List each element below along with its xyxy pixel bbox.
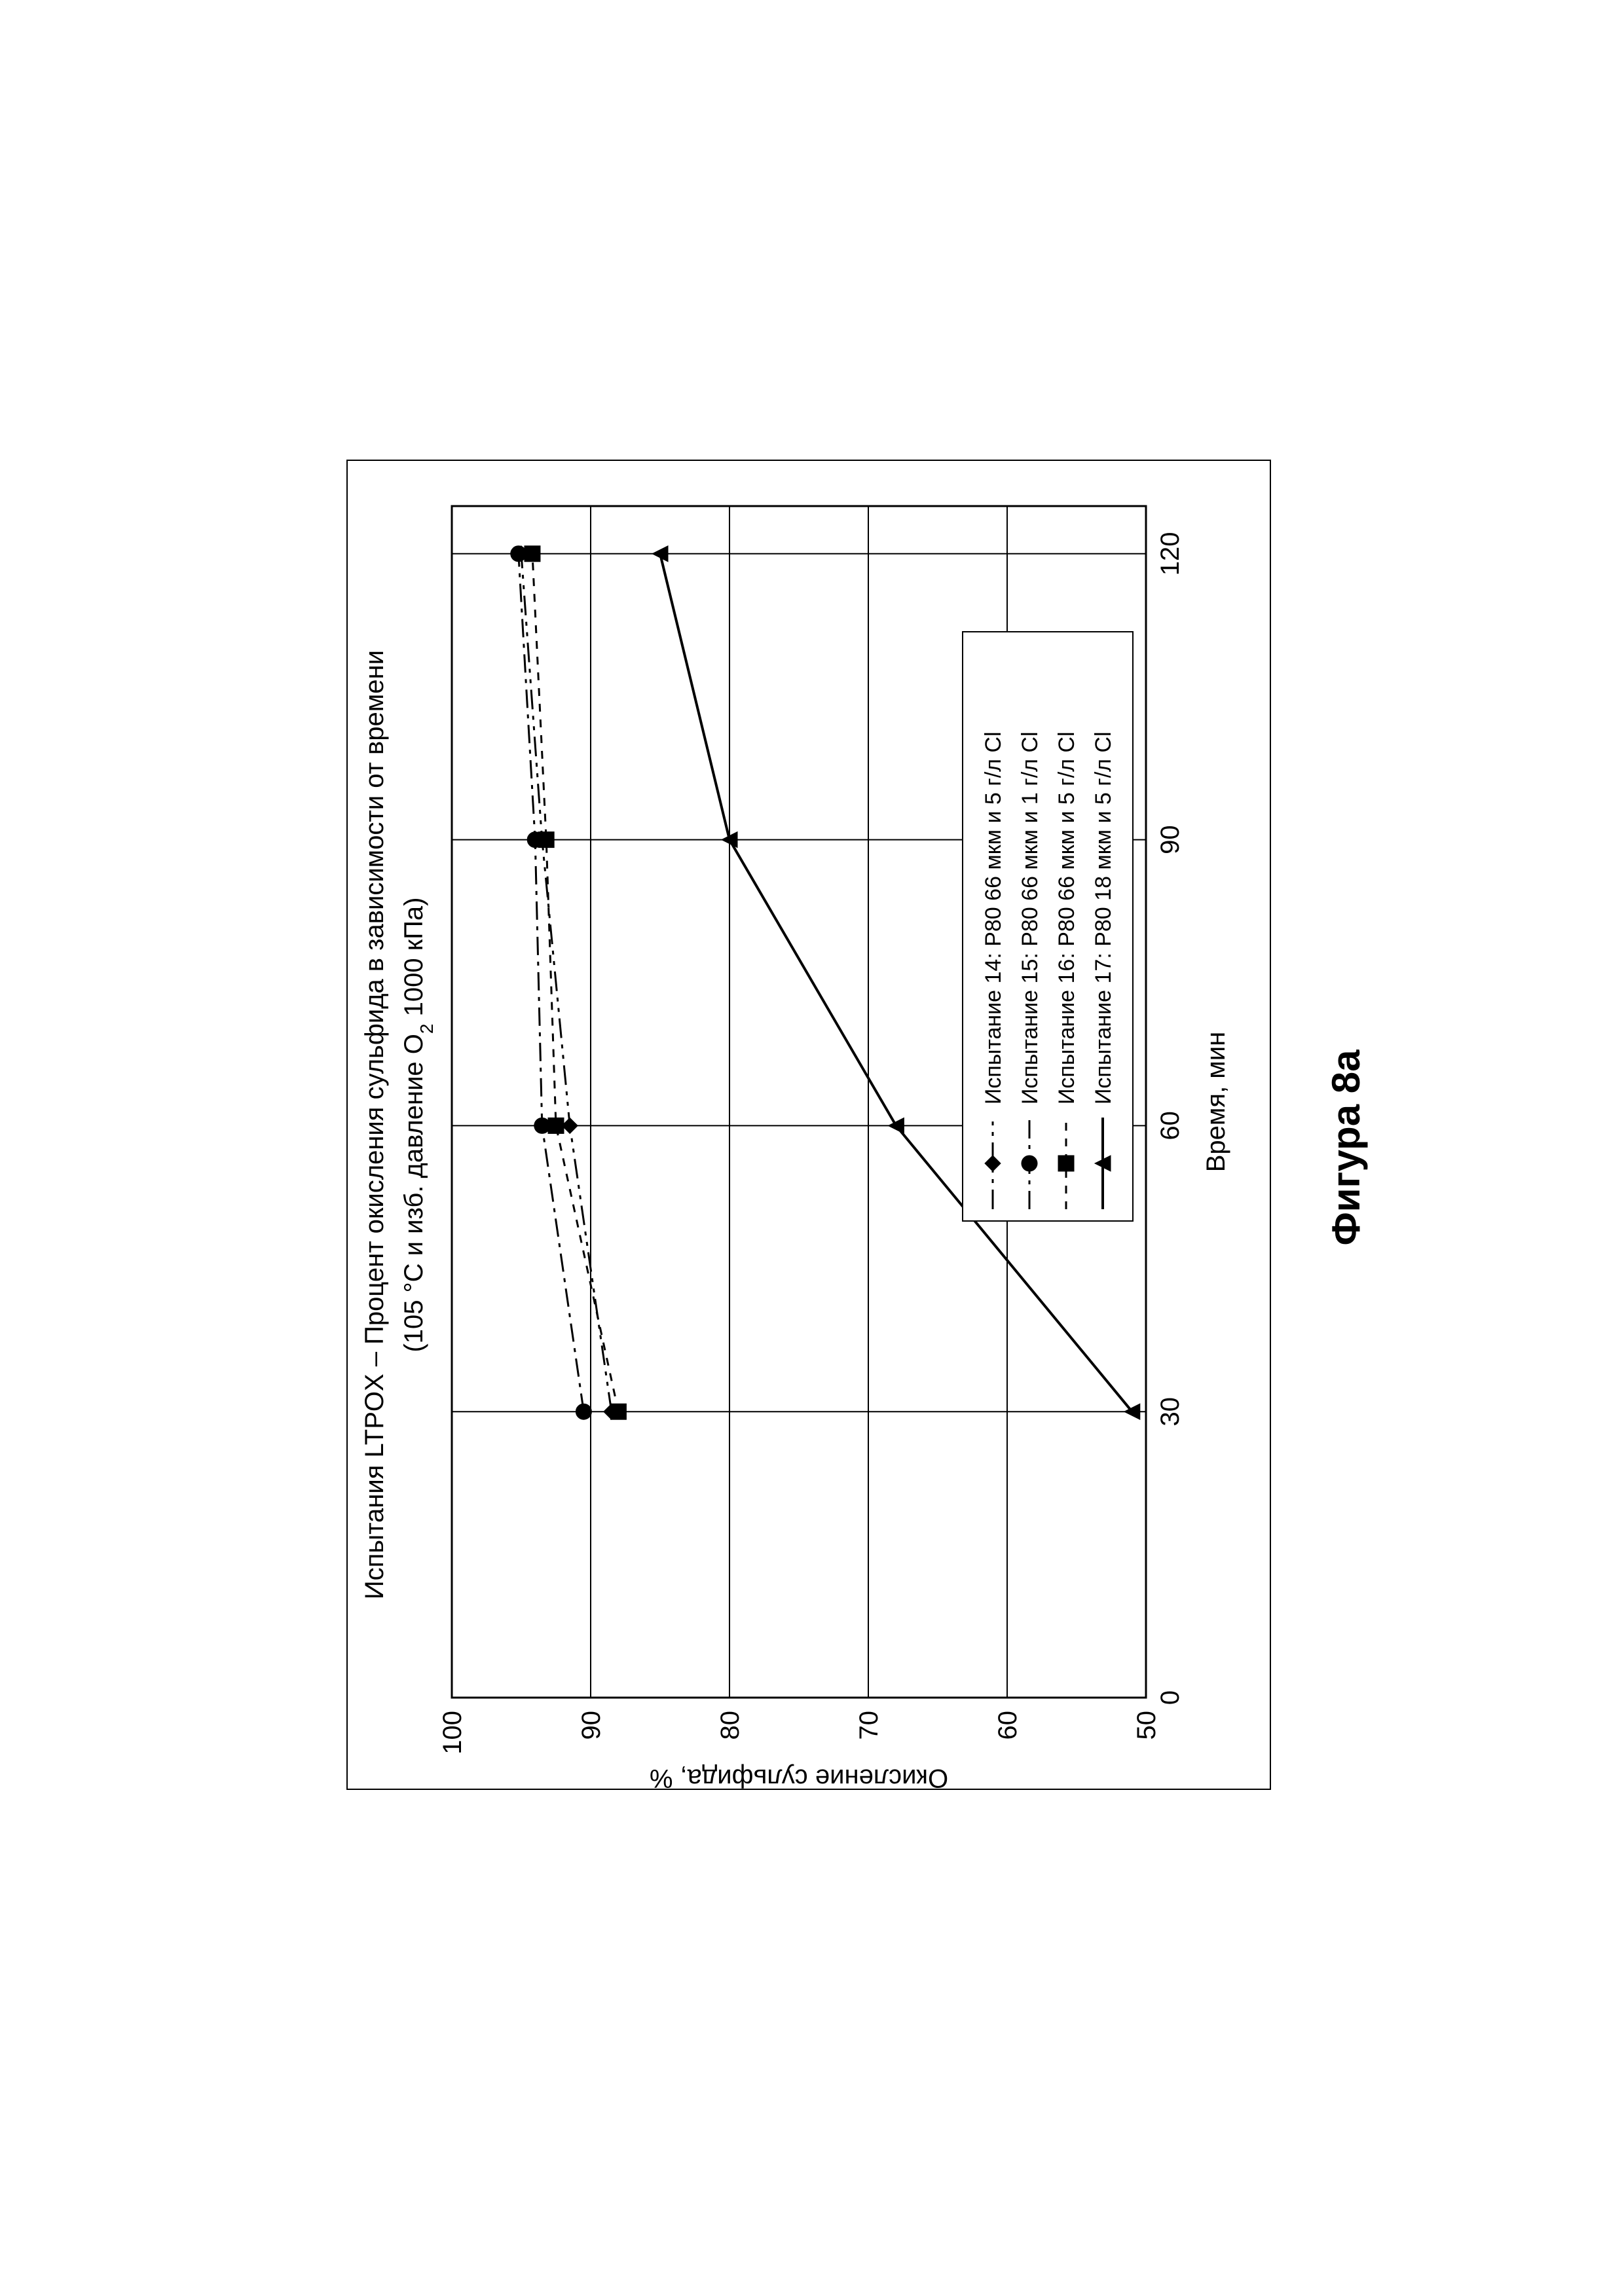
- figure-caption: Фигура 8а: [1323, 1049, 1369, 1245]
- page: Испытания LTPOX – Процент окисления суль…: [0, 0, 1624, 2296]
- y-tick-label: 80: [716, 1711, 745, 1740]
- legend-label: Испытание 16: P80 66 мкм и 5 г/л Cl: [1054, 731, 1079, 1104]
- chart-title-line1: Испытания LTPOX – Процент окисления суль…: [360, 650, 389, 1599]
- x-tick-label: 0: [1156, 1690, 1185, 1705]
- y-tick-label: 70: [855, 1711, 883, 1740]
- x-tick-label: 90: [1156, 825, 1185, 854]
- legend-label: Испытание 17: P80 18 мкм и 5 г/л Cl: [1091, 731, 1116, 1104]
- rotated-chart-wrapper: Испытания LTPOX – Процент окисления суль…: [321, 428, 1303, 1868]
- y-tick-label: 50: [1132, 1711, 1161, 1740]
- chart-svg: Испытания LTPOX – Процент окисления суль…: [321, 428, 1303, 1868]
- y-tick-label: 90: [577, 1711, 606, 1740]
- x-tick-label: 60: [1156, 1111, 1185, 1140]
- legend-label: Испытание 15: P80 66 мкм и 1 г/л Cl: [1018, 731, 1043, 1104]
- legend-label: Испытание 14: P80 66 мкм и 5 г/л Cl: [981, 731, 1006, 1104]
- chart-container: Испытания LTPOX – Процент окисления суль…: [321, 428, 1303, 1868]
- y-tick-label: 100: [438, 1711, 467, 1755]
- y-axis-label: Окисление сульфида, %: [650, 1764, 948, 1793]
- legend: Испытание 14: P80 66 мкм и 5 г/л Cl Испыт…: [963, 632, 1133, 1221]
- x-tick-label: 30: [1156, 1397, 1185, 1427]
- y-tick-label: 60: [993, 1711, 1022, 1740]
- x-axis-label: Время, мин: [1202, 1032, 1230, 1173]
- x-tick-label: 120: [1156, 532, 1185, 575]
